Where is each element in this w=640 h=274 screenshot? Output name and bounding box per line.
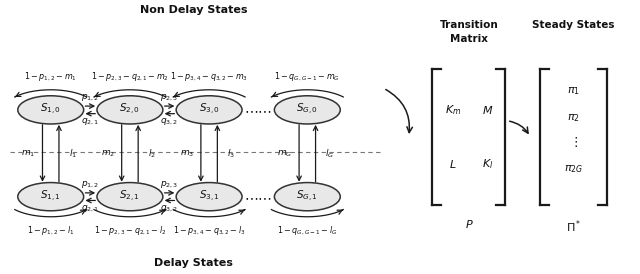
Text: $L$: $L$ [449,158,457,170]
Text: Transition
Matrix: Transition Matrix [440,20,499,44]
Text: $1 - p_{2,3} - q_{2,1} - l_2$: $1 - p_{2,3} - q_{2,1} - l_2$ [93,224,166,237]
Text: $\cdots\cdots$: $\cdots\cdots$ [244,190,272,204]
Text: $p_{1,2}$: $p_{1,2}$ [81,93,99,103]
Text: $S_{1,1}$: $S_{1,1}$ [40,189,61,204]
Text: $q_{3,2}$: $q_{3,2}$ [161,116,179,127]
Text: $1 - q_{G,G-1} - m_G$: $1 - q_{G,G-1} - m_G$ [275,70,340,83]
Text: $1 - p_{1,2} - l_1$: $1 - p_{1,2} - l_1$ [27,224,74,237]
Circle shape [176,182,242,211]
Text: $S_{2,1}$: $S_{2,1}$ [120,189,140,204]
Text: $l_2$: $l_2$ [148,147,156,159]
Text: $K_l$: $K_l$ [482,157,493,171]
Text: $S_{G,1}$: $S_{G,1}$ [296,189,318,204]
Circle shape [275,96,340,124]
Text: $1 - p_{2,3} - q_{2,1} - m_2$: $1 - p_{2,3} - q_{2,1} - m_2$ [91,70,169,83]
Text: $m_G$: $m_G$ [278,148,293,159]
Text: $l_1$: $l_1$ [69,147,77,159]
Text: $\vdots$: $\vdots$ [569,135,578,149]
Text: $p_{2,3}$: $p_{2,3}$ [160,179,179,190]
Text: $M$: $M$ [483,104,493,116]
Text: $S_{1,0}$: $S_{1,0}$ [40,102,61,118]
Text: $\pi_{2G}$: $\pi_{2G}$ [564,164,583,175]
Text: $\pi_1$: $\pi_1$ [567,85,580,97]
Text: $1 - p_{3,4} - q_{3,2} - m_3$: $1 - p_{3,4} - q_{3,2} - m_3$ [170,70,248,83]
Text: $S_{3,0}$: $S_{3,0}$ [198,102,220,118]
Text: $q_{2,1}$: $q_{2,1}$ [81,116,100,127]
Text: $S_{G,0}$: $S_{G,0}$ [296,102,318,118]
Text: Delay States: Delay States [154,258,233,268]
Text: $\cdots\cdots$: $\cdots\cdots$ [244,103,272,117]
Text: $p_{2,3}$: $p_{2,3}$ [160,93,179,103]
Circle shape [97,182,163,211]
Text: $p_{1,2}$: $p_{1,2}$ [81,179,99,190]
Text: $l_3$: $l_3$ [227,147,236,159]
Text: $K_m$: $K_m$ [445,103,461,117]
Text: $1 - p_{1,2} - m_1$: $1 - p_{1,2} - m_1$ [24,70,77,83]
Text: $m_1$: $m_1$ [21,148,36,159]
Text: $l_G$: $l_G$ [325,147,334,159]
Circle shape [18,96,84,124]
Text: $P$: $P$ [465,218,473,230]
Text: $m_2$: $m_2$ [100,148,115,159]
Circle shape [97,96,163,124]
Text: $\pi_2$: $\pi_2$ [567,112,580,124]
Text: $1 - q_{G,G-1} - l_G$: $1 - q_{G,G-1} - l_G$ [277,224,337,237]
Text: $q_{3,2}$: $q_{3,2}$ [161,203,179,214]
Text: Steady States: Steady States [532,20,614,30]
Text: $\Pi^*$: $\Pi^*$ [566,218,581,235]
Text: $m_3$: $m_3$ [180,148,194,159]
Circle shape [275,182,340,211]
Circle shape [176,96,242,124]
Circle shape [18,182,84,211]
Text: $S_{2,0}$: $S_{2,0}$ [120,102,140,118]
Text: $q_{2,1}$: $q_{2,1}$ [81,203,100,214]
Text: $S_{3,1}$: $S_{3,1}$ [198,189,220,204]
Text: Non Delay States: Non Delay States [140,5,247,15]
Text: $1 - p_{3,4} - q_{3,2} - l_3$: $1 - p_{3,4} - q_{3,2} - l_3$ [173,224,245,237]
